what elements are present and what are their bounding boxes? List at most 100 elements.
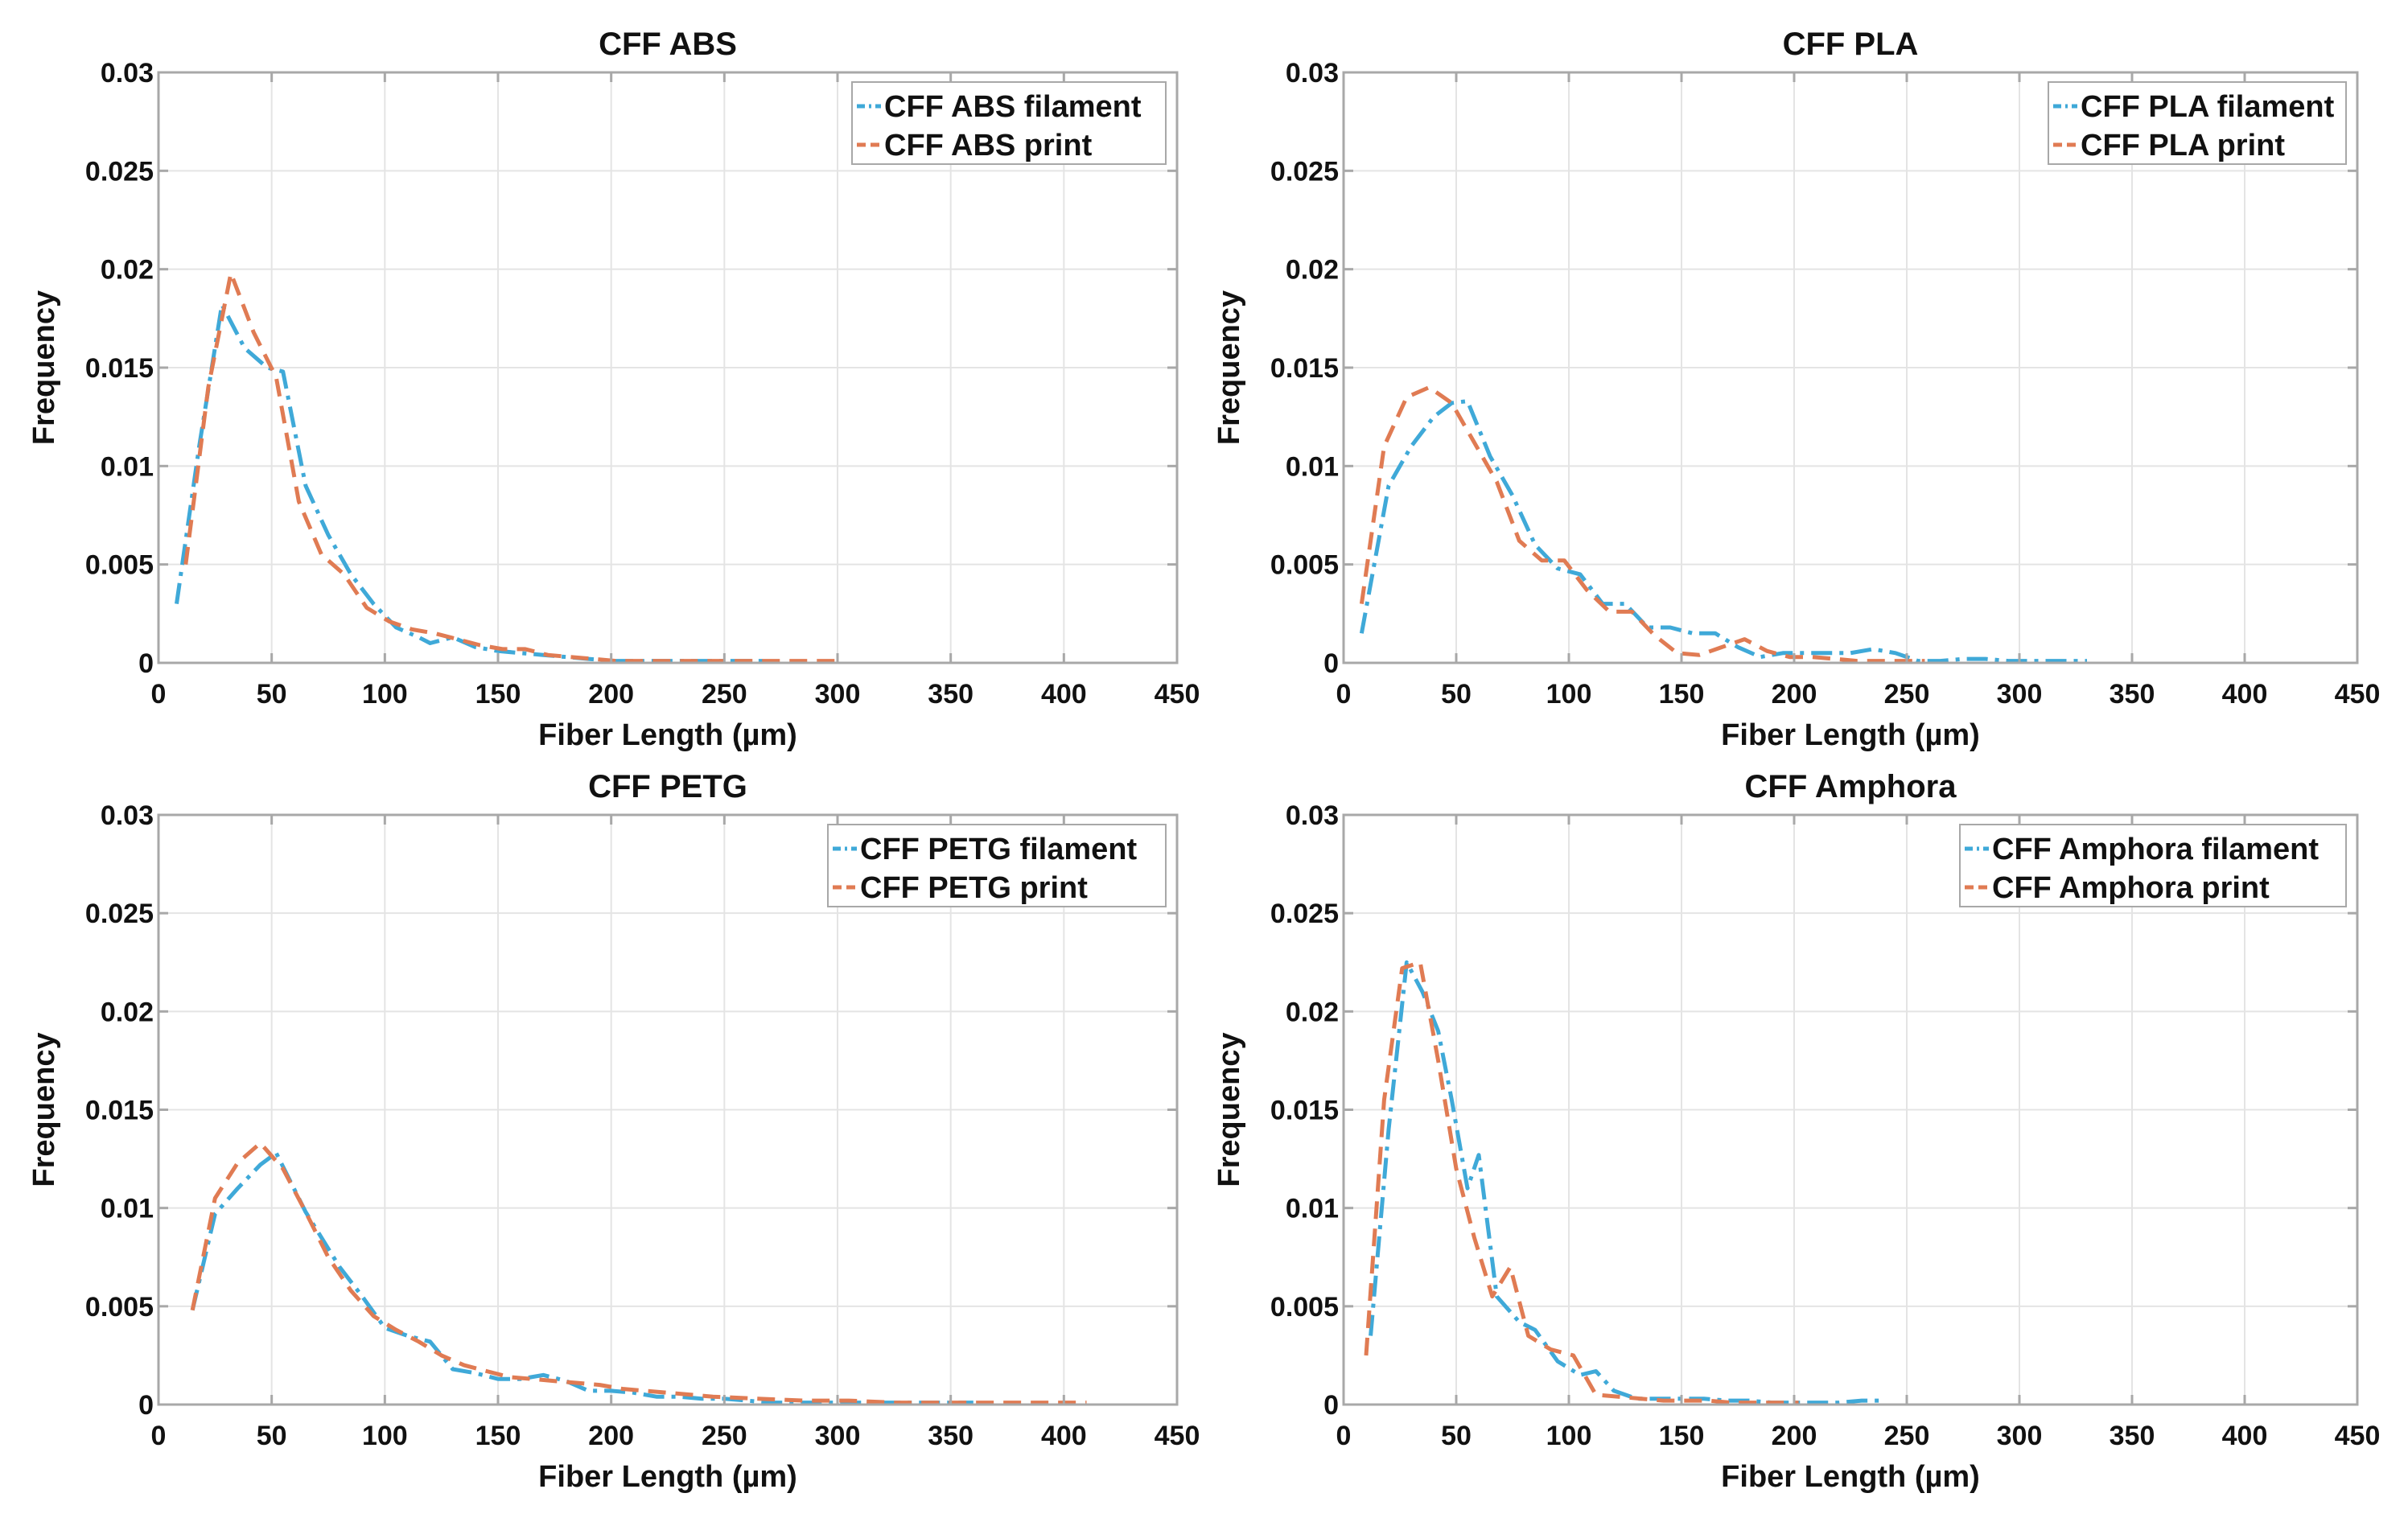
- x-tick-label: 50: [1441, 679, 1472, 710]
- x-tick-label: 350: [2110, 679, 2155, 710]
- x-tick-label: 100: [1546, 679, 1592, 710]
- legend-label: CFF Amphora print: [1992, 871, 2270, 905]
- x-tick-label: 450: [2335, 1421, 2381, 1451]
- x-tick-label: 150: [475, 679, 521, 710]
- series-line-filament: [190, 1150, 973, 1405]
- y-tick-label: 0.01: [101, 1194, 154, 1224]
- y-tick-label: 0: [138, 1390, 154, 1421]
- chart-panel-4: 0 50 100 150 200 250 300 350 400 450 0 0.005 0.01 0.0…: [1212, 769, 2380, 1494]
- y-axis-label: Frequency: [27, 1032, 61, 1187]
- y-tick-label: 0.03: [101, 58, 154, 88]
- y-tick-label: 0.005: [1270, 1292, 1339, 1322]
- legend-label: CFF ABS filament: [884, 90, 1142, 124]
- legend-label: CFF PLA print: [2081, 129, 2285, 162]
- x-tick-label: 200: [1772, 679, 1817, 710]
- x-tick-label: 200: [588, 679, 634, 710]
- x-tick-label: 450: [1155, 679, 1200, 710]
- legend: CFF PETG filament CFF PETG print: [827, 824, 1167, 907]
- x-tick-label: 0: [1336, 679, 1352, 710]
- x-tick-label: 400: [1041, 679, 1087, 710]
- panel-title: CFF PLA: [1783, 27, 1919, 62]
- y-tick-label: 0.01: [101, 451, 154, 482]
- x-tick-label: 300: [815, 679, 861, 710]
- series-line-print: [1364, 960, 1799, 1405]
- x-tick-label: 350: [928, 1421, 973, 1451]
- y-tick-label: 0.015: [1270, 353, 1339, 384]
- chart-panel-2: 0 50 100 150 200 250 300 350 400 450 0 0.005 0.01 0.0…: [1212, 27, 2380, 752]
- x-tick-label: 250: [702, 1421, 747, 1451]
- x-tick-label: 300: [1997, 679, 2043, 710]
- y-tick-label: 0.005: [1270, 550, 1339, 581]
- y-tick-label: 0.02: [101, 997, 154, 1027]
- legend: CFF Amphora filament CFF Amphora print: [1959, 824, 2347, 907]
- x-tick-label: 300: [1997, 1421, 2043, 1451]
- y-axis-label: Frequency: [27, 290, 61, 445]
- y-tick-label: 0.025: [85, 899, 154, 929]
- legend-box: [827, 824, 1167, 907]
- y-tick-label: 0: [1323, 1390, 1339, 1421]
- y-tick-label: 0.025: [1270, 899, 1339, 929]
- x-tick-label: 250: [1884, 1421, 1930, 1451]
- y-tick-label: 0.01: [1286, 1194, 1339, 1224]
- y-tick-label: 0.025: [85, 156, 154, 187]
- x-tick-label: 400: [1041, 1421, 1087, 1451]
- legend-label: CFF PETG filament: [860, 833, 1137, 866]
- x-tick-label: 50: [257, 1421, 287, 1451]
- legend-label: CFF PLA filament: [2081, 90, 2335, 124]
- x-axis-label: Fiber Length (µm): [538, 1460, 797, 1494]
- x-tick-label: 50: [1441, 1421, 1472, 1451]
- x-tick-label: 300: [815, 1421, 861, 1451]
- legend: CFF PLA filament CFF PLA print: [2048, 81, 2347, 165]
- legend-label: CFF ABS print: [884, 129, 1093, 162]
- x-tick-label: 400: [2222, 679, 2268, 710]
- x-axis-label: Fiber Length (µm): [1721, 718, 1980, 752]
- legend-label: CFF Amphora filament: [1992, 833, 2319, 866]
- y-tick-label: 0.01: [1286, 451, 1339, 482]
- y-tick-label: 0: [1323, 648, 1339, 679]
- legend: CFF ABS filament CFF ABS print: [851, 81, 1167, 165]
- y-tick-label: 0.005: [85, 1292, 154, 1322]
- x-tick-label: 450: [2335, 679, 2381, 710]
- x-tick-label: 0: [151, 679, 167, 710]
- x-tick-label: 350: [928, 679, 973, 710]
- y-tick-label: 0.03: [1286, 58, 1339, 88]
- panel-title: CFF ABS: [599, 27, 737, 62]
- legend-box: [2048, 81, 2347, 165]
- x-tick-label: 400: [2222, 1421, 2268, 1451]
- y-tick-label: 0.02: [101, 255, 154, 286]
- x-axis-label: Fiber Length (µm): [538, 718, 797, 752]
- series-line-print: [190, 1141, 1087, 1405]
- y-tick-label: 0: [138, 648, 154, 679]
- series-line-filament: [1369, 960, 1884, 1405]
- x-tick-label: 100: [1546, 1421, 1592, 1451]
- panel-title: CFF PETG: [588, 769, 747, 804]
- y-axis-label: Frequency: [1212, 1032, 1246, 1187]
- y-tick-label: 0.015: [1270, 1096, 1339, 1126]
- series-line-filament: [1359, 399, 2087, 664]
- x-tick-label: 200: [1772, 1421, 1817, 1451]
- y-tick-label: 0.02: [1286, 255, 1339, 286]
- x-tick-label: 200: [588, 1421, 634, 1451]
- x-tick-label: 0: [1336, 1421, 1352, 1451]
- x-tick-label: 150: [1659, 1421, 1705, 1451]
- y-tick-label: 0.015: [85, 353, 154, 384]
- x-tick-label: 450: [1155, 1421, 1200, 1451]
- x-tick-label: 0: [151, 1421, 167, 1451]
- x-tick-label: 350: [2110, 1421, 2155, 1451]
- series-line-print: [183, 271, 842, 664]
- x-axis-label: Fiber Length (µm): [1721, 1460, 1980, 1494]
- x-tick-label: 250: [1884, 679, 1930, 710]
- x-tick-label: 150: [1659, 679, 1705, 710]
- x-tick-label: 150: [475, 1421, 521, 1451]
- x-tick-label: 100: [362, 679, 408, 710]
- y-tick-label: 0.015: [85, 1096, 154, 1126]
- y-tick-label: 0.03: [1286, 800, 1339, 831]
- y-tick-label: 0.03: [101, 800, 154, 831]
- y-tick-label: 0.025: [1270, 156, 1339, 187]
- series-line-print: [1359, 385, 1925, 664]
- y-tick-label: 0.02: [1286, 997, 1339, 1027]
- x-tick-label: 100: [362, 1421, 408, 1451]
- chart-panel-1: 0 50 100 150 200 250 300 350 400 450 0 0.005 0.01 0.0…: [27, 27, 1200, 752]
